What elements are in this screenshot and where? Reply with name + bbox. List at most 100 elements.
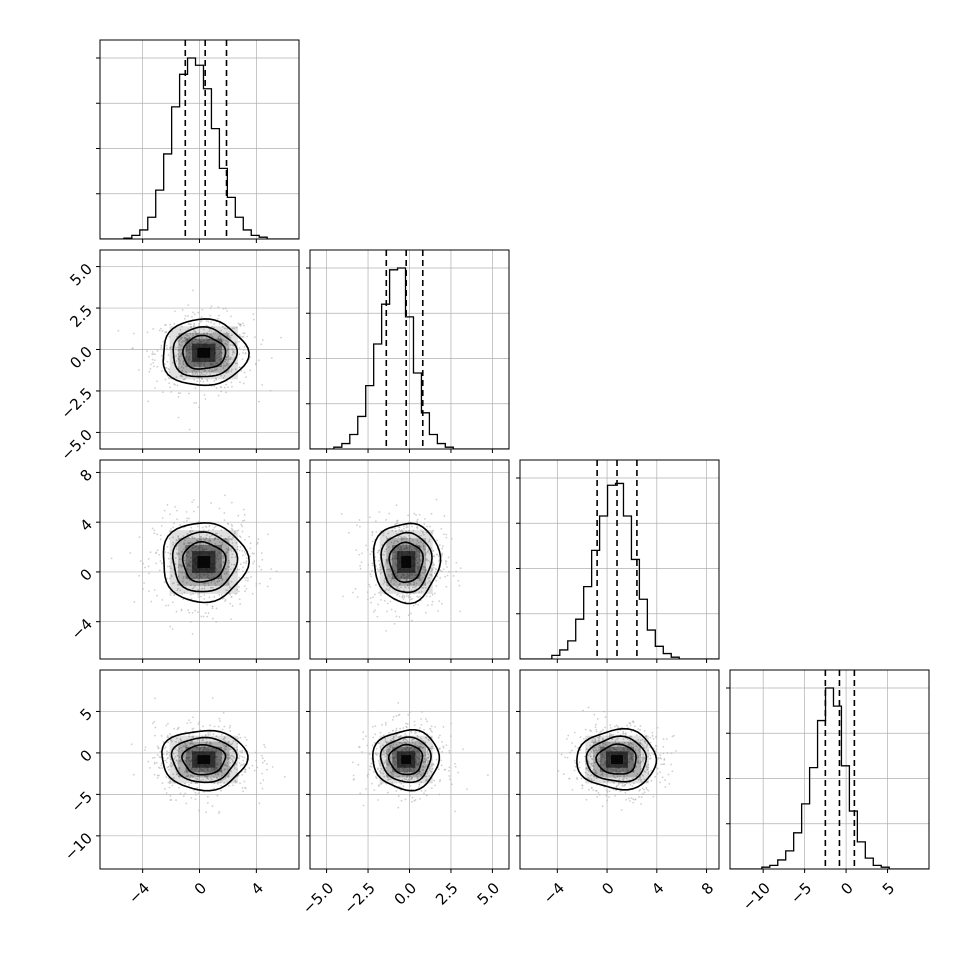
scatter-point — [590, 778, 593, 780]
scatter-point — [212, 364, 215, 367]
scatter-point — [200, 316, 203, 318]
scatter-point — [196, 786, 199, 789]
scatter-point — [378, 770, 381, 773]
scatter-point — [428, 552, 431, 555]
scatter-point — [220, 751, 223, 754]
scatter-point — [174, 755, 177, 758]
scatter-point — [167, 551, 170, 554]
scatter-point — [240, 763, 243, 766]
scatter-point — [431, 745, 433, 748]
scatter-point — [367, 564, 370, 566]
scatter-point — [413, 770, 416, 772]
scatter-point — [169, 795, 172, 797]
scatter-point — [185, 510, 188, 513]
scatter-point — [194, 782, 197, 785]
scatter-point — [398, 583, 401, 586]
scatter-point — [602, 746, 605, 749]
scatter-point — [600, 746, 602, 748]
scatter-point — [448, 775, 451, 777]
scatter-point — [147, 400, 150, 403]
scatter-point — [156, 776, 159, 779]
scatter-point — [280, 336, 283, 339]
scatter-point — [392, 744, 395, 746]
scatter-point — [217, 578, 220, 580]
scatter-point — [164, 363, 166, 366]
scatter-point — [410, 800, 413, 803]
scatter-point — [600, 764, 602, 766]
scatter-point — [236, 746, 238, 748]
scatter-point — [426, 582, 429, 584]
scatter-point — [660, 763, 663, 766]
scatter-point — [168, 754, 171, 756]
scatter-point — [416, 518, 419, 521]
scatter-point — [383, 565, 386, 568]
scatter-point — [430, 512, 433, 515]
scatter-point — [448, 766, 451, 769]
scatter-point — [161, 767, 164, 769]
scatter-point — [623, 741, 626, 744]
scatter-point — [401, 749, 404, 752]
scatter-point — [402, 598, 405, 600]
scatter-point — [169, 323, 172, 326]
scatter-point — [231, 542, 234, 544]
scatter-point — [164, 759, 167, 762]
contour-2 — [595, 743, 637, 775]
scatter-point — [220, 351, 223, 354]
scatter-point — [378, 563, 381, 566]
scatter-point — [383, 599, 386, 602]
scatter-point — [224, 748, 227, 751]
scatter-point — [359, 792, 362, 795]
scatter-point — [203, 362, 205, 365]
scatter-point — [208, 339, 210, 341]
scatter-point — [170, 391, 173, 393]
scatter-point — [639, 765, 642, 768]
scatter-point — [598, 735, 601, 738]
scatter-point — [188, 337, 191, 339]
scatter-point — [629, 753, 632, 756]
scatter-point — [431, 593, 434, 596]
scatter-point — [252, 562, 254, 565]
scatter-point — [224, 600, 226, 602]
scatter-point — [404, 737, 407, 740]
scatter-point — [166, 504, 169, 506]
scatter-point — [637, 748, 640, 751]
scatter-point — [584, 760, 587, 763]
scatter-point — [389, 744, 392, 747]
scatter-point — [397, 547, 399, 549]
scatter-point — [383, 753, 386, 756]
scatter-point — [623, 785, 625, 787]
panel-1-0: −5.0−2.50.02.55.0 — [58, 249, 300, 464]
scatter-point — [666, 752, 669, 754]
scatter-point — [230, 357, 233, 359]
scatter-point — [643, 778, 646, 781]
scatter-point — [189, 721, 192, 724]
scatter-point — [368, 753, 371, 755]
scatter-point — [643, 756, 646, 759]
scatter-point — [450, 735, 452, 738]
scatter-point — [171, 784, 174, 787]
scatter-point — [177, 570, 180, 573]
scatter-point — [254, 336, 256, 339]
scatter-point — [376, 568, 379, 571]
scatter-point — [187, 304, 190, 307]
scatter-point — [197, 809, 200, 812]
scatter-point — [212, 733, 215, 736]
scatter-point — [181, 749, 183, 752]
scatter-point — [445, 533, 448, 536]
scatter-point — [226, 768, 229, 771]
scatter-point — [255, 363, 257, 366]
scatter-point — [368, 583, 371, 586]
scatter-point — [168, 782, 171, 785]
scatter-point — [404, 769, 407, 772]
scatter-point — [376, 768, 379, 771]
scatter-point — [420, 781, 423, 784]
scatter-point — [254, 751, 257, 754]
scatter-point — [597, 791, 600, 794]
y-tick-label: 0.0 — [66, 343, 96, 373]
scatter-point — [177, 587, 180, 590]
scatter-point — [625, 798, 628, 801]
scatter-point — [646, 768, 649, 771]
scatter-point — [626, 724, 628, 727]
scatter-point — [442, 533, 445, 536]
scatter-point — [205, 581, 208, 584]
